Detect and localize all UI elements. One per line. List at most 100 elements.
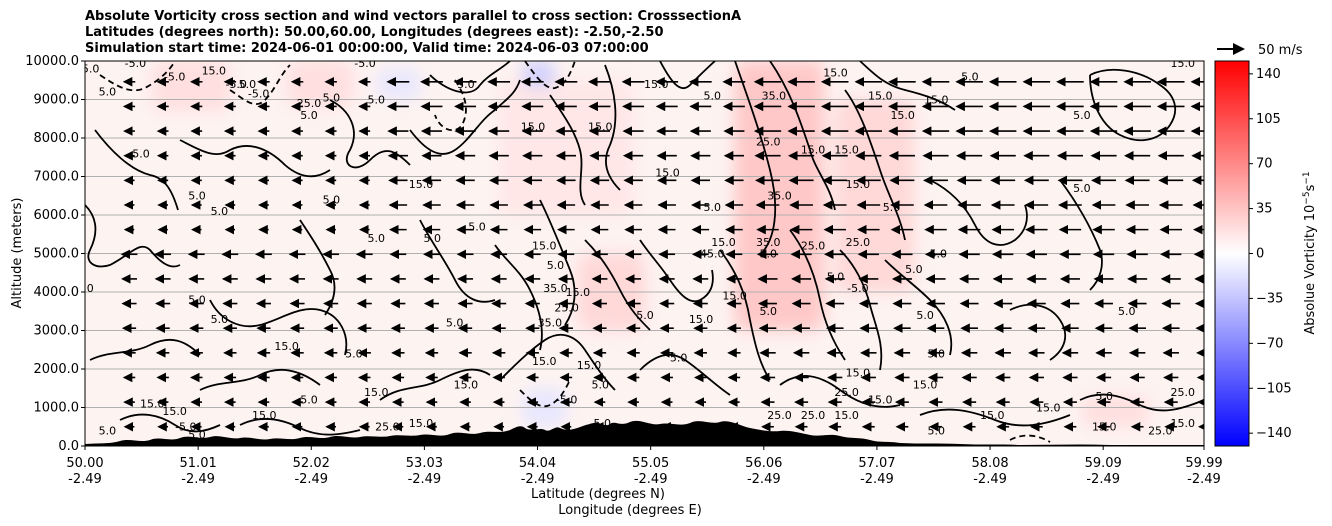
- y-tick-label: 10000.0: [25, 54, 79, 69]
- colorbar-tick-label: 105: [1256, 112, 1281, 127]
- contour-label: 5.0: [592, 378, 610, 391]
- contour-label: 35.0: [538, 317, 563, 330]
- contour-label: 25.0: [767, 409, 792, 422]
- contour-label: 15.0: [202, 64, 227, 77]
- contour-line: [639, 353, 731, 396]
- contour-label: 5.0: [239, 78, 257, 91]
- y-tick-label: 9000.0: [34, 93, 80, 108]
- x-tick-label-lon: -2.49: [294, 472, 328, 487]
- contour-label: 5.0: [916, 309, 934, 322]
- colorbar-ticks: −140 −105 −70 −35 0 35 70 105 140: [1249, 67, 1292, 441]
- contour-label: 5.0: [1073, 182, 1091, 195]
- contour-label: 5.0: [961, 70, 979, 83]
- plot-area: 5.05.0-5.0-5.0 15.0-5.0-5.05.0-5.025.0 5.0…: [76, 57, 1204, 446]
- colorbar-tick-label: −70: [1256, 336, 1283, 351]
- x-tick-label-lat: 57.07: [858, 456, 895, 471]
- contour-label: 45.0: [700, 247, 725, 260]
- negative-contour-line: [434, 79, 467, 132]
- contour-label: 5.0: [760, 305, 778, 318]
- vorticity-region: [499, 80, 634, 215]
- contour-label: 5.0: [928, 347, 946, 360]
- contour-label: 25.0: [846, 236, 871, 249]
- contour-label: 5.0: [211, 205, 229, 218]
- contour-label: 15.0: [801, 143, 826, 156]
- contour-label: 35.0: [767, 190, 792, 203]
- contour-label: 5.0: [883, 201, 901, 214]
- contour-label: 25.0: [834, 386, 859, 399]
- x-tick-label-lon: -2.49: [860, 472, 894, 487]
- contour-label: 15.0: [834, 409, 859, 422]
- contour-label: 15.0: [980, 409, 1005, 422]
- contour-label: 15.0: [834, 143, 859, 156]
- x-axis-ticks: 50.00-2.4951.01-2.4952.02-2.4953.03-2.49…: [66, 446, 1223, 487]
- x-tick-label-lat: 59.09: [1085, 456, 1122, 471]
- y-tick-label: 7000.0: [34, 170, 80, 185]
- colorbar-tick-label: −140: [1256, 426, 1292, 441]
- contour-line: [499, 333, 616, 391]
- contour-line: [429, 61, 511, 94]
- contour-label: 15.0: [868, 394, 893, 407]
- contour-label: 5.0: [468, 220, 486, 233]
- contour-label: 5.0: [345, 347, 363, 360]
- colorbar-tick-label: 0: [1256, 247, 1264, 262]
- terrain: [85, 420, 1204, 446]
- contour-label: 5.0: [99, 424, 117, 437]
- contour-label: 5.0: [76, 282, 94, 295]
- contour-label: 15.0: [532, 240, 557, 253]
- wind-vectors: [120, 76, 1204, 432]
- contour-label: 5.0: [188, 294, 206, 307]
- contour-line: [1079, 393, 1204, 412]
- contour-label: 5.0: [323, 91, 341, 104]
- contour-label: 15.0: [644, 78, 669, 91]
- contour-label: -5.0: [248, 88, 269, 101]
- contour-label: 15.0: [1036, 401, 1061, 414]
- negative-contour-line: [524, 61, 576, 89]
- contour-line: [919, 408, 1071, 427]
- contour-line: [494, 244, 543, 351]
- contour-lines: [85, 61, 1204, 436]
- x-tick-label-lat: 56.06: [745, 456, 782, 471]
- x-tick-label-lon: -2.49: [68, 472, 102, 487]
- y-tick-label: 1000.0: [34, 401, 80, 416]
- contour-label: 35.0: [543, 282, 568, 295]
- contour-line: [859, 61, 956, 111]
- contour-line: [94, 129, 179, 211]
- negative-contour-line: [1009, 434, 1051, 443]
- x-tick-label-lon: -2.49: [1187, 472, 1221, 487]
- title-line-3: Simulation start time: 2024-06-01 00:00:…: [85, 41, 649, 56]
- y-axis-ticks: 0.0 1000.0 2000.0 3000.0 4000.0 5000.0 6000.0 7…: [25, 54, 85, 454]
- x-tick-label-lat: 59.99: [1185, 456, 1222, 471]
- contour-label: -5.0: [847, 282, 868, 295]
- contour-label: 15.0: [274, 340, 299, 353]
- contour-line: [539, 199, 576, 326]
- x-axis-label-latitude: Latitude (degrees N): [531, 487, 665, 502]
- contour-label: 5.0: [670, 351, 688, 364]
- x-tick-label-lat: 51.01: [180, 456, 217, 471]
- colorbar: [1215, 61, 1249, 446]
- contour-line: [839, 249, 883, 371]
- x-axis-label-longitude: Longitude (degrees E): [558, 503, 702, 518]
- x-tick-label-lat: 52.02: [293, 456, 330, 471]
- contour-label: 5.0: [423, 232, 441, 245]
- title-line-2: Latitudes (degrees north): 50.00,60.00, …: [85, 25, 664, 40]
- y-tick-label: 3000.0: [34, 324, 80, 339]
- title-line-1: Absolute Vorticity cross section and win…: [85, 9, 741, 24]
- x-tick-label-lat: 53.03: [406, 456, 443, 471]
- contour-label: 15.0: [655, 167, 680, 180]
- colorbar-tick-label: −105: [1256, 381, 1292, 396]
- contour-line: [119, 413, 221, 433]
- contour-label: 5.0: [99, 86, 117, 99]
- contour-label: 25.0: [1170, 386, 1195, 399]
- contour-label: 15.0: [868, 90, 893, 103]
- contour-line: [85, 204, 181, 268]
- contour-label: 15.0: [1170, 57, 1195, 70]
- contour-line: [209, 299, 348, 356]
- contour-label: 15.0: [140, 398, 165, 411]
- contour-label: 5.0: [1096, 390, 1114, 403]
- contour-label: 5.0: [704, 201, 722, 214]
- x-tick-label-lat: 50.00: [66, 456, 103, 471]
- contour-label: 15.0: [890, 109, 915, 122]
- contour-label: -5.0: [164, 70, 185, 83]
- x-tick-label-lon: -2.49: [634, 472, 668, 487]
